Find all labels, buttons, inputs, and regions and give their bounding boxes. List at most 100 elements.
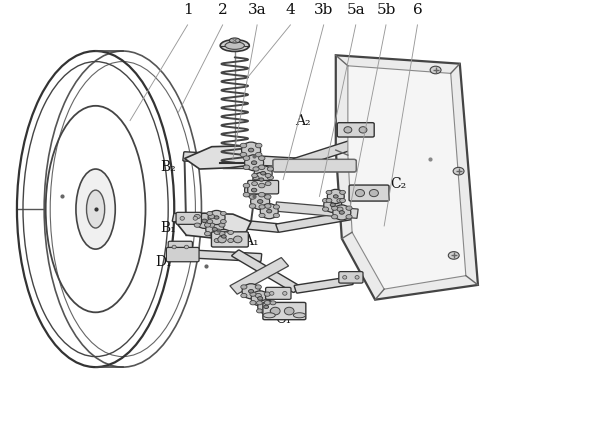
Text: 2: 2 bbox=[218, 3, 227, 17]
Ellipse shape bbox=[263, 313, 275, 318]
Ellipse shape bbox=[332, 206, 338, 210]
Ellipse shape bbox=[241, 285, 247, 289]
Ellipse shape bbox=[215, 229, 232, 243]
Ellipse shape bbox=[322, 207, 329, 211]
Ellipse shape bbox=[322, 198, 329, 203]
Ellipse shape bbox=[255, 293, 261, 298]
Ellipse shape bbox=[265, 181, 271, 186]
Ellipse shape bbox=[227, 238, 234, 243]
Ellipse shape bbox=[257, 309, 263, 313]
Ellipse shape bbox=[249, 290, 253, 293]
Ellipse shape bbox=[369, 190, 379, 197]
Ellipse shape bbox=[219, 232, 225, 236]
Ellipse shape bbox=[244, 155, 264, 171]
Polygon shape bbox=[336, 55, 478, 300]
Text: A₁: A₁ bbox=[243, 234, 259, 248]
Ellipse shape bbox=[339, 198, 345, 203]
FancyBboxPatch shape bbox=[266, 287, 291, 299]
Ellipse shape bbox=[195, 213, 214, 229]
Ellipse shape bbox=[293, 313, 306, 318]
Ellipse shape bbox=[221, 235, 226, 238]
FancyBboxPatch shape bbox=[273, 159, 356, 172]
Ellipse shape bbox=[355, 276, 359, 279]
Ellipse shape bbox=[87, 190, 105, 228]
FancyBboxPatch shape bbox=[168, 241, 192, 253]
Text: A₂: A₂ bbox=[295, 114, 310, 128]
Ellipse shape bbox=[243, 183, 250, 188]
Text: 3a: 3a bbox=[248, 3, 266, 17]
Ellipse shape bbox=[342, 276, 347, 279]
Ellipse shape bbox=[251, 291, 269, 306]
Text: 3b: 3b bbox=[314, 3, 333, 17]
Ellipse shape bbox=[333, 195, 338, 198]
Polygon shape bbox=[348, 66, 466, 289]
Ellipse shape bbox=[332, 215, 338, 219]
Ellipse shape bbox=[185, 245, 189, 249]
Ellipse shape bbox=[284, 307, 294, 315]
Ellipse shape bbox=[339, 190, 345, 195]
FancyBboxPatch shape bbox=[294, 277, 353, 293]
FancyBboxPatch shape bbox=[338, 123, 374, 137]
Ellipse shape bbox=[453, 167, 464, 175]
Ellipse shape bbox=[252, 181, 258, 186]
Text: 1: 1 bbox=[183, 3, 192, 17]
Ellipse shape bbox=[259, 178, 264, 181]
Ellipse shape bbox=[240, 143, 247, 148]
FancyBboxPatch shape bbox=[349, 185, 389, 201]
Ellipse shape bbox=[355, 190, 364, 197]
Ellipse shape bbox=[344, 127, 352, 133]
Ellipse shape bbox=[346, 206, 352, 210]
Ellipse shape bbox=[258, 156, 265, 160]
Ellipse shape bbox=[346, 215, 352, 219]
Ellipse shape bbox=[270, 301, 276, 305]
Ellipse shape bbox=[207, 220, 213, 223]
Ellipse shape bbox=[76, 169, 115, 249]
Ellipse shape bbox=[258, 183, 265, 188]
Ellipse shape bbox=[220, 40, 249, 51]
Ellipse shape bbox=[259, 205, 265, 209]
Ellipse shape bbox=[270, 291, 274, 295]
Ellipse shape bbox=[254, 166, 272, 181]
Ellipse shape bbox=[241, 142, 261, 158]
Ellipse shape bbox=[218, 236, 226, 243]
Ellipse shape bbox=[202, 219, 207, 223]
Ellipse shape bbox=[209, 223, 215, 227]
Ellipse shape bbox=[326, 198, 332, 203]
Ellipse shape bbox=[206, 222, 224, 237]
Ellipse shape bbox=[252, 173, 258, 178]
Text: B₁: B₁ bbox=[160, 221, 176, 235]
Ellipse shape bbox=[261, 171, 266, 175]
Ellipse shape bbox=[241, 293, 247, 298]
FancyBboxPatch shape bbox=[212, 232, 248, 247]
Ellipse shape bbox=[255, 285, 261, 289]
Ellipse shape bbox=[258, 297, 263, 300]
Ellipse shape bbox=[330, 203, 335, 206]
Ellipse shape bbox=[264, 305, 269, 309]
FancyBboxPatch shape bbox=[263, 302, 306, 320]
FancyBboxPatch shape bbox=[293, 133, 379, 167]
Ellipse shape bbox=[194, 215, 200, 219]
Ellipse shape bbox=[243, 156, 250, 160]
Ellipse shape bbox=[270, 307, 280, 315]
Polygon shape bbox=[275, 202, 358, 218]
Ellipse shape bbox=[248, 148, 254, 152]
Ellipse shape bbox=[270, 309, 276, 313]
Ellipse shape bbox=[243, 165, 250, 170]
FancyBboxPatch shape bbox=[177, 249, 262, 262]
Ellipse shape bbox=[253, 176, 259, 180]
Ellipse shape bbox=[219, 223, 225, 227]
Ellipse shape bbox=[264, 195, 271, 199]
Ellipse shape bbox=[208, 210, 225, 225]
Ellipse shape bbox=[255, 143, 262, 148]
Text: B₂: B₂ bbox=[160, 160, 176, 174]
Ellipse shape bbox=[257, 301, 263, 305]
Ellipse shape bbox=[212, 228, 217, 231]
Ellipse shape bbox=[242, 284, 260, 299]
Ellipse shape bbox=[172, 245, 176, 249]
Ellipse shape bbox=[180, 216, 185, 220]
Ellipse shape bbox=[225, 42, 244, 49]
FancyBboxPatch shape bbox=[232, 250, 301, 293]
Ellipse shape bbox=[250, 193, 270, 209]
Ellipse shape bbox=[267, 209, 272, 213]
Polygon shape bbox=[230, 257, 289, 294]
